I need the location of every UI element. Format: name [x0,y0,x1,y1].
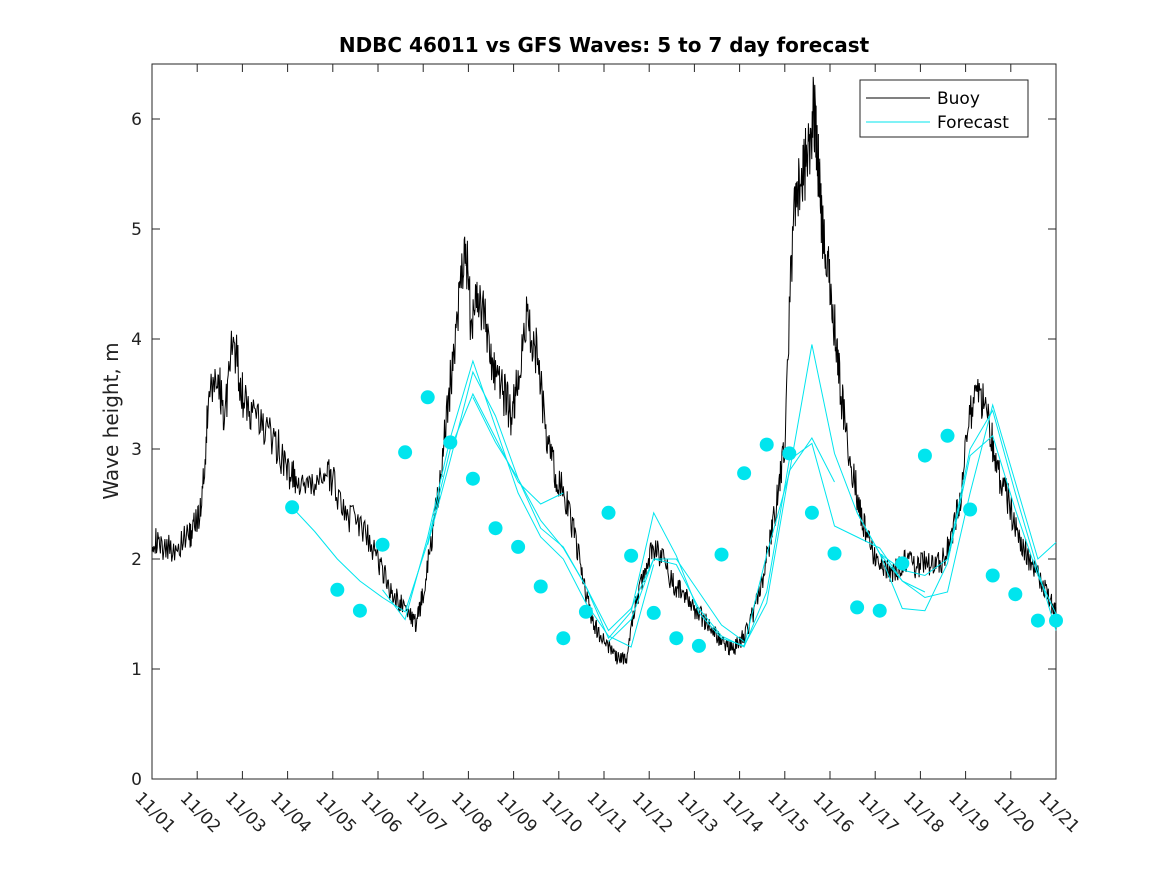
forecast-marker [714,547,729,562]
forecast-marker [691,638,706,653]
forecast-marker [804,505,819,520]
forecast-marker [963,502,978,517]
plot-area [151,63,1057,780]
forecast-marker [940,428,955,443]
y-axis: 0 1 2 3 4 5 6 [131,110,1056,790]
forecast-marker [443,435,458,450]
forecast-marker [850,600,865,615]
y-tick-label: 2 [131,550,142,570]
legend-box [859,79,1029,138]
forecast-marker [737,466,752,481]
forecast-marker [398,445,413,460]
forecast-series-line [382,359,655,648]
legend-label-forecast: Forecast [937,113,1009,133]
y-tick-label: 0 [131,770,142,790]
forecast-marker [533,579,548,594]
forecast-marker [556,631,571,646]
forecast-marker [375,537,390,552]
forecast-marker [511,539,526,554]
forecast-marker [1030,613,1045,628]
y-tick-label: 3 [131,440,142,460]
forecast-series-line [856,409,1057,631]
forecast-marker [759,437,774,452]
forecast-marker [827,546,842,561]
forecast-series-line [743,344,1057,647]
forecast-marker [624,548,639,563]
forecast-marker [782,446,797,461]
series-layer [151,76,1057,665]
forecast-marker [352,603,367,618]
forecast-series-line [291,392,564,613]
legend-label-buoy: Buoy [937,89,980,109]
forecast-marker [420,390,435,405]
y-axis-label: Wave height, m [99,342,123,499]
forecast-marker [895,556,910,571]
legend: Buoy Forecast [859,79,1029,138]
marker-layer [285,390,1063,653]
forecast-marker [646,605,661,620]
forecast-marker [578,604,593,619]
y-tick-label: 6 [131,110,142,130]
forecast-marker [669,631,684,646]
forecast-marker [285,500,300,515]
y-tick-label: 1 [131,660,142,680]
forecast-marker [330,582,345,597]
y-tick-label: 5 [131,220,142,240]
y-tick-label: 4 [131,330,142,350]
forecast-marker [985,568,1000,583]
forecast-marker [872,603,887,618]
forecast-series-line [472,397,835,647]
forecast-marker [465,471,480,486]
forecast-series-line [879,403,1057,599]
forecast-marker [1008,587,1023,602]
chart-title: NDBC 46011 vs GFS Waves: 5 to 7 day fore… [339,33,870,57]
forecast-marker [917,448,932,463]
forecast-marker [601,505,616,520]
forecast-marker [1049,613,1063,628]
forecast-series-line [608,442,926,648]
forecast-marker [488,521,503,536]
